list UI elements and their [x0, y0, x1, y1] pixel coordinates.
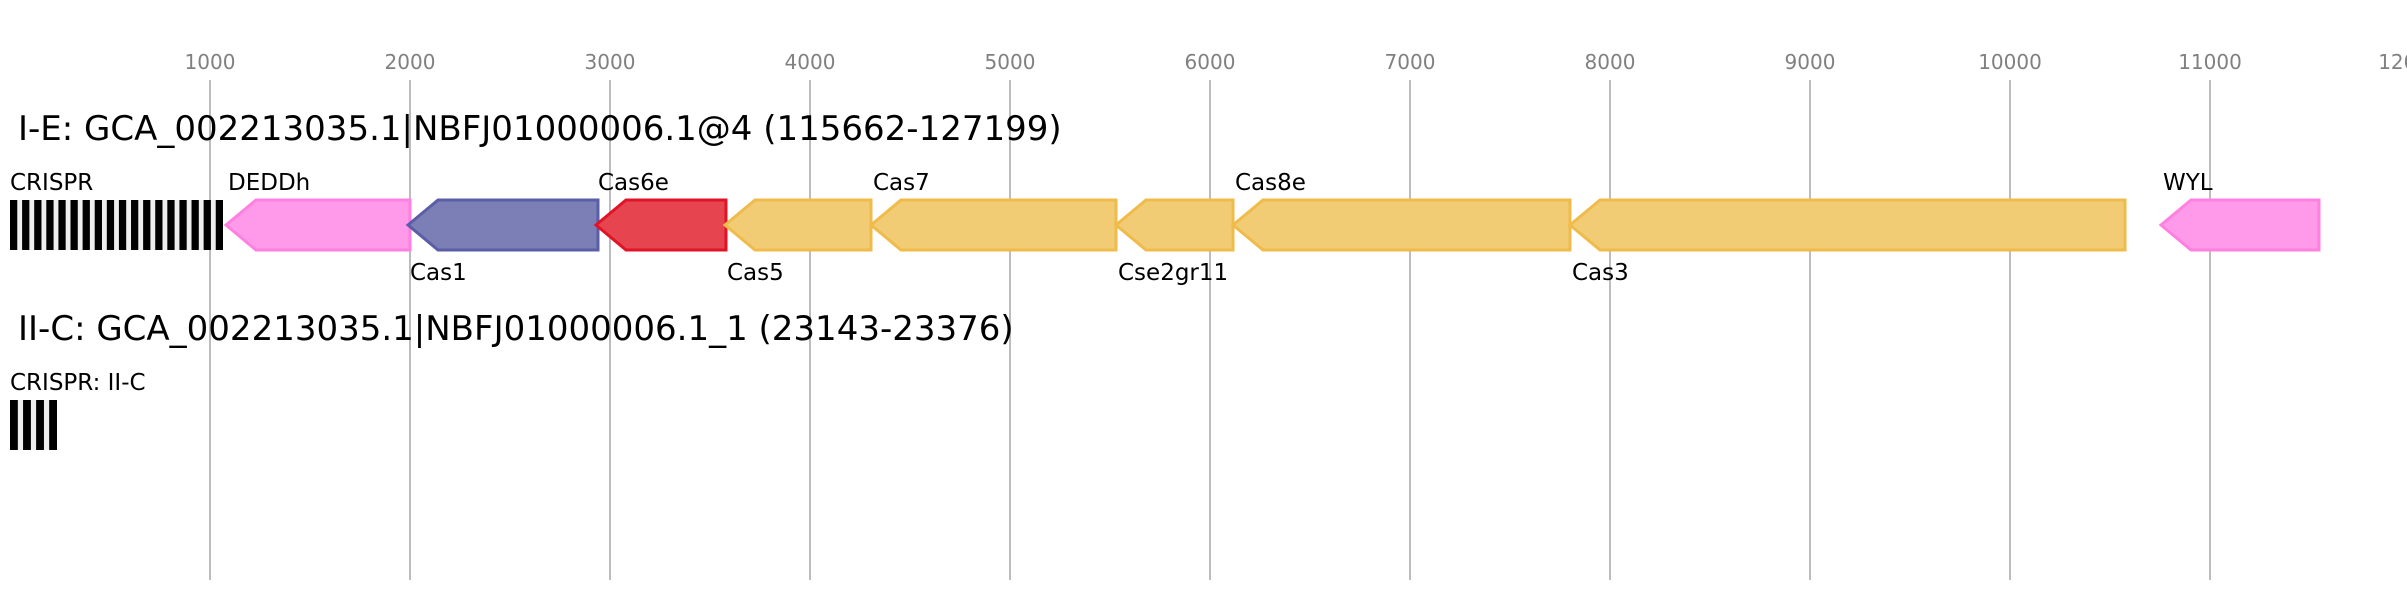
gene-label: Cas3 [1572, 260, 1629, 286]
crispr-repeat [10, 400, 18, 450]
gene-wyl[interactable]: WYL [2158, 170, 2321, 252]
crispr-repeat [49, 400, 57, 450]
tick-label: 8000 [1585, 50, 1636, 74]
locus-title: II-C: GCA_002213035.1|NBFJ01000006.1_1 (… [18, 309, 1014, 349]
gene-arrow[interactable] [1567, 198, 2127, 252]
axis-grid: 1000 2000 3000 4000 5000 6000 7000 8000 9000 1000… [185, 50, 2407, 580]
gene-arrow[interactable] [2158, 198, 2321, 252]
gene-cas6e[interactable]: Cas6e [593, 170, 728, 252]
crispr-array-background [10, 200, 223, 250]
crispr-repeat [203, 200, 211, 250]
gene-arrow[interactable] [1230, 198, 1572, 252]
gene-arrow[interactable] [223, 198, 412, 252]
crispr-label: CRISPR: II-C [10, 370, 146, 396]
tick-label: 10000 [1978, 50, 2042, 74]
gene-cas8e[interactable]: Cas8e [1230, 170, 1572, 252]
gene-arrow[interactable] [593, 198, 728, 252]
crispr-repeat [167, 200, 175, 250]
gene-cas3[interactable]: Cas3 [1567, 198, 2127, 286]
crispr-repeat [34, 200, 42, 250]
gene-arrow[interactable] [722, 198, 873, 252]
crispr-repeat [143, 200, 151, 250]
gene-label: Cas7 [873, 170, 930, 196]
gene-label: Cse2gr11 [1118, 260, 1228, 286]
crispr-repeat [36, 400, 44, 450]
gene-label: DEDDh [228, 170, 310, 196]
crispr-array: CRISPR: II-C [10, 370, 146, 450]
gene-arrow[interactable] [1113, 198, 1235, 252]
crispr-repeat [155, 200, 163, 250]
locus-ii-c: II-C: GCA_002213035.1|NBFJ01000006.1_1 (… [10, 309, 1014, 450]
crispr-repeat [82, 200, 90, 250]
crispr-array: CRISPR [10, 170, 223, 250]
gene-label: Cas5 [727, 260, 784, 286]
gene-label: WYL [2163, 170, 2213, 196]
gene-label: Cas1 [410, 260, 467, 286]
crispr-repeat [58, 200, 66, 250]
tick-label: 6000 [1185, 50, 1236, 74]
crispr-repeat [22, 200, 30, 250]
crispr-repeat [94, 200, 102, 250]
tick-label: 3000 [585, 50, 636, 74]
crispr-repeat [106, 200, 115, 250]
tick-label: 1000 [185, 50, 236, 74]
crispr-repeat [118, 200, 127, 250]
crispr-repeat [10, 200, 18, 250]
gene-arrow[interactable] [405, 198, 600, 252]
gene-deddh[interactable]: DEDDh [223, 170, 412, 252]
crispr-repeat [46, 200, 54, 250]
crispr-repeat [23, 400, 31, 450]
locus-i-e: I-E: GCA_002213035.1|NBFJ01000006.1@4 (1… [10, 109, 2321, 286]
crispr-repeat [131, 200, 139, 250]
tick-label: 4000 [785, 50, 836, 74]
tick-label: 9000 [1785, 50, 1836, 74]
crispr-repeat [179, 200, 187, 250]
tick-label: 7000 [1385, 50, 1436, 74]
locus-title: I-E: GCA_002213035.1|NBFJ01000006.1@4 (1… [18, 109, 1062, 149]
tick-label: 12000 [2378, 50, 2407, 74]
crispr-repeat [70, 200, 78, 250]
gene-arrow[interactable] [868, 198, 1118, 252]
gene-cse2gr11[interactable]: Cse2gr11 [1113, 198, 1235, 286]
crispr-repeat [215, 200, 223, 250]
gene-cas7[interactable]: Cas7 [868, 170, 1118, 252]
crispr-repeat [191, 200, 199, 250]
gene-cas1[interactable]: Cas1 [405, 198, 600, 286]
tick-label: 2000 [385, 50, 436, 74]
gene-cas5[interactable]: Cas5 [722, 198, 873, 286]
gene-label: Cas8e [1235, 170, 1306, 196]
tick-label: 5000 [985, 50, 1036, 74]
tick-label: 11000 [2178, 50, 2242, 74]
crispr-label: CRISPR [10, 170, 93, 196]
gene-label: Cas6e [598, 170, 669, 196]
